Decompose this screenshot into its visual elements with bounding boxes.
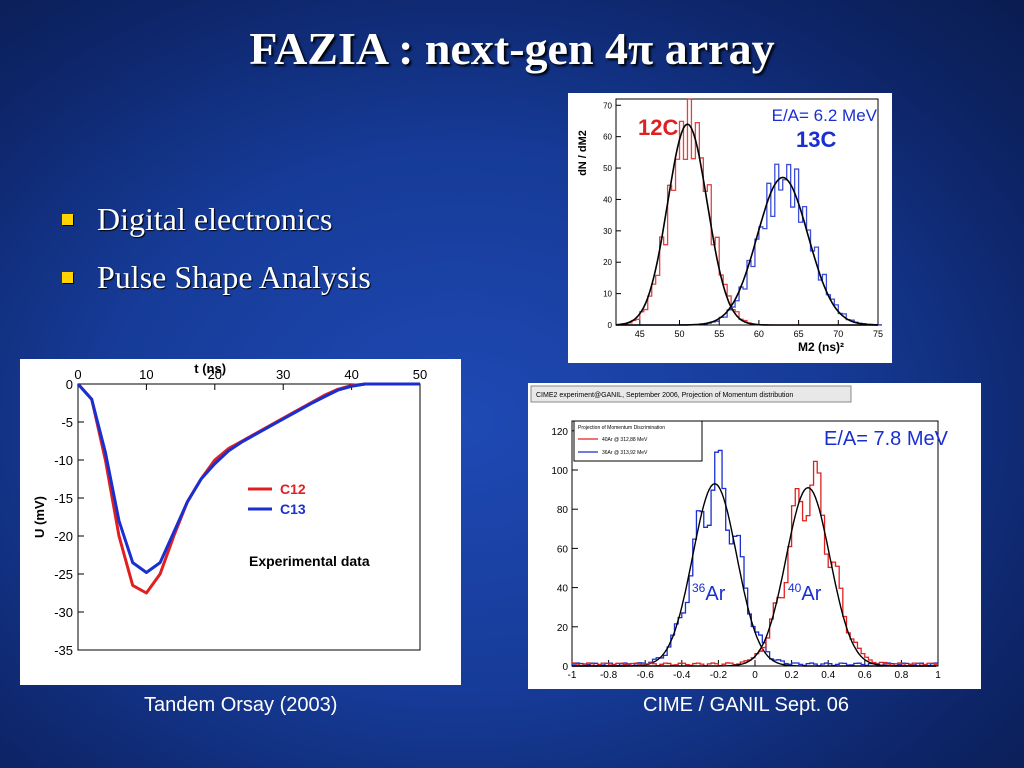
legend-label: 36Ar @ 313,92 MeV [602,450,648,456]
histogram-13c [616,163,882,326]
x-tick-label: 1 [935,670,941,681]
chart-title: CIME2 experiment@GANIL, September 2006, … [536,392,793,399]
y-tick-label: 80 [557,505,569,516]
bullet-item: Digital electronics [62,190,371,248]
isotope-symbol: Ar [801,583,821,605]
x-axis-label: M2 (ns)² [798,340,844,354]
x-tick-label: -0.6 [637,670,655,681]
y-tick-label: -15 [54,491,73,506]
y-tick-label: 0 [562,662,568,673]
y-tick-label: 30 [603,227,612,236]
y-axis-label: U (mV) [32,496,47,538]
bullet-item: Pulse Shape Analysis [62,248,371,306]
x-tick-label: 10 [139,367,153,382]
label-13c: 13C [796,127,836,152]
mass-distribution-chart: 45 50 55 60 65 70 75 0 10 20 30 40 50 60 70 E/A= 6.2 Me… [577,98,883,354]
x-tick-label: 0 [74,367,81,382]
x-tick-label: 55 [714,329,724,339]
title-box [530,385,852,403]
legend-box [573,420,703,462]
fit-curve-36ar [572,482,937,667]
y-tick-label: -30 [54,605,73,620]
momentum-distribution-chart: CIME2 experiment@GANIL, September 2006, … [530,385,949,681]
pulse-shape-panel: 0 10 20 30 40 50 0 -5 -10 -15 -20 -25 -30 -35 t (ns) U … [20,359,461,685]
x-tick-label: 75 [873,329,883,339]
y-tick-label: -25 [54,567,73,582]
label-40ar: 40Ar [788,581,822,605]
y-tick-label: 60 [557,544,569,555]
x-tick-label: 65 [794,329,804,339]
momentum-distribution-panel: CIME2 experiment@GANIL, September 2006, … [528,383,981,689]
histogram-40ar [572,460,938,667]
x-tick-label: 45 [635,329,645,339]
chart-annotation: Experimental data [249,553,370,569]
bullet-list: Digital electronics Pulse Shape Analysis [62,190,371,306]
label-36ar: 36Ar [692,581,726,605]
slide-title: FAZIA : next-gen 4π array [249,23,775,74]
x-tick-label: 50 [413,367,427,382]
y-tick-label: 100 [551,466,568,477]
x-tick-label: 70 [833,329,843,339]
pulse-shape-chart: 0 10 20 30 40 50 0 -5 -10 -15 -20 -25 -30 -35 t (ns) U … [32,361,427,658]
y-tick-label: -5 [61,415,73,430]
y-tick-label: 20 [557,623,569,634]
bullet-text: Pulse Shape Analysis [97,258,371,295]
fit-curve-40ar [572,486,937,667]
caption-left: Tandem Orsay (2003) [144,694,338,716]
x-tick-label: 60 [754,329,764,339]
x-tick-label: 0.8 [894,670,908,681]
y-tick-label: 40 [603,195,612,204]
y-tick-label: 10 [603,290,612,299]
y-tick-label: 50 [603,164,612,173]
legend-title: Projection of Momentum Discrimination [578,425,665,431]
y-axis-label: dN / dM2 [577,130,589,176]
y-tick-label: -35 [54,643,73,658]
series-line-c13 [76,382,420,574]
fit-curve-12c [615,123,878,326]
legend-label: C13 [280,501,306,517]
x-tick-label: 0.2 [785,670,799,681]
label-12c: 12C [638,115,678,140]
caption-right: CIME / GANIL Sept. 06 [643,694,850,716]
bullet-text: Digital electronics [97,200,333,237]
y-tick-label: 70 [603,101,612,110]
isotope-mass: 40 [788,581,802,595]
x-tick-label: 0 [752,670,758,681]
y-tick-label: 0 [608,321,613,330]
fit-curve-13c [616,176,879,326]
y-tick-label: -10 [54,453,73,468]
legend-label: 40Ar @ 312,88 MeV [602,437,648,443]
y-tick-label: 0 [66,377,73,392]
x-tick-label: 30 [276,367,290,382]
x-tick-label: -0.8 [600,670,618,681]
bullet-square-icon [62,271,73,283]
isotope-symbol: Ar [705,583,725,605]
y-tick-label: -20 [54,529,73,544]
y-tick-label: 120 [551,427,568,438]
x-tick-label: 0.4 [821,670,835,681]
x-tick-label: 50 [675,329,685,339]
plot-frame [615,98,879,326]
plot-frame [77,383,421,651]
energy-annotation: E/A= 6.2 MeV [772,106,878,125]
y-tick-label: 60 [603,133,612,142]
mass-distribution-panel: 45 50 55 60 65 70 75 0 10 20 30 40 50 60 70 E/A= 6.2 Me… [568,93,892,363]
x-tick-label: 40 [344,367,358,382]
energy-annotation: E/A= 7.8 MeV [824,428,949,450]
legend-label: C12 [280,481,306,497]
y-tick-label: 20 [603,258,612,267]
x-tick-label: -0.4 [673,670,691,681]
x-tick-label: -0.2 [710,670,728,681]
isotope-mass: 36 [692,581,706,595]
y-tick-label: 40 [557,584,569,595]
x-axis-label: t (ns) [194,361,226,376]
x-tick-label: -1 [568,670,577,681]
bullet-square-icon [62,213,73,225]
x-tick-label: 20 [208,367,222,382]
x-tick-label: 0.6 [858,670,872,681]
